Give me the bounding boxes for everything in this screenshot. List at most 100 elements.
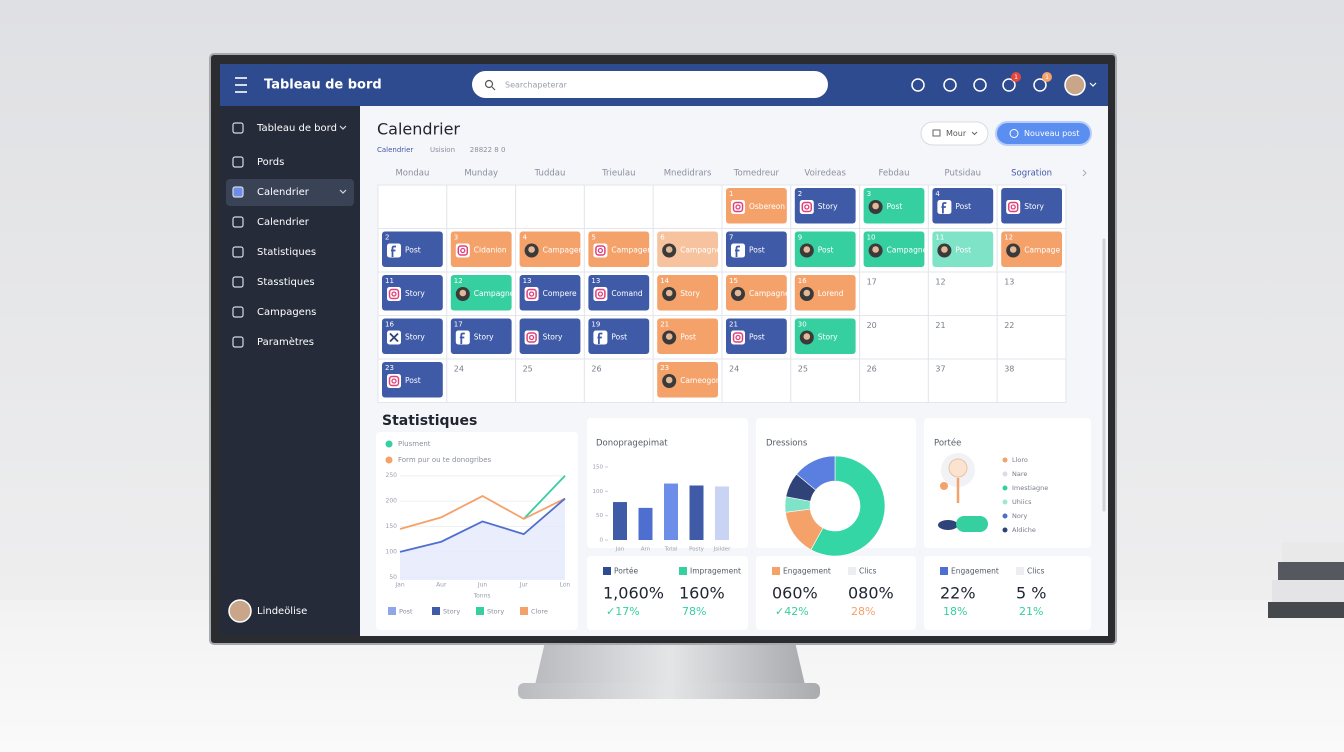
ig-glyph (391, 378, 397, 384)
new-post-button[interactable] (995, 121, 1092, 146)
event-card[interactable] (657, 318, 718, 355)
calendar-cell[interactable] (927, 358, 998, 403)
view-button[interactable] (920, 121, 989, 146)
event-card[interactable] (450, 275, 512, 311)
calendar-cell[interactable] (583, 184, 654, 229)
event-card[interactable] (382, 275, 443, 311)
event-card[interactable] (863, 188, 925, 224)
day-number: 17 (867, 278, 877, 287)
header-icon[interactable] (973, 78, 987, 92)
event-card[interactable] (794, 231, 856, 268)
book (1272, 580, 1344, 602)
event-card[interactable] (657, 231, 718, 268)
chevron (1082, 169, 1087, 177)
panel (587, 418, 748, 548)
search-box[interactable] (472, 71, 828, 98)
event-card[interactable] (519, 318, 581, 355)
event-card[interactable] (794, 188, 856, 224)
avatar-face (528, 246, 535, 253)
event-card[interactable] (794, 318, 856, 355)
nav-icon (232, 156, 244, 168)
calendar-cell[interactable] (446, 184, 517, 229)
calendar-cell[interactable] (652, 184, 723, 229)
event-day: 12 (454, 277, 463, 285)
calendar-cell[interactable] (996, 315, 1067, 360)
event-card[interactable] (1001, 231, 1062, 268)
calendar-cell[interactable] (583, 358, 654, 403)
y-tick-label: 200 (386, 498, 398, 505)
calendar-cell[interactable] (515, 184, 585, 229)
event-card[interactable] (932, 188, 994, 224)
calendar-cell[interactable] (377, 184, 448, 229)
event-card[interactable] (726, 318, 787, 355)
header-icon[interactable] (911, 78, 925, 92)
calendar-cell[interactable] (859, 358, 929, 403)
calendar-cell[interactable] (859, 315, 929, 360)
event-card[interactable] (726, 275, 787, 311)
avatar-face (941, 246, 948, 253)
calendar-cell[interactable] (721, 358, 792, 403)
calendar-cell[interactable] (927, 271, 998, 316)
nav-item[interactable]: Pords (257, 157, 284, 168)
legend-dot (385, 456, 393, 464)
day-number: 38 (1004, 365, 1014, 374)
nav-item[interactable]: Stasstiques (257, 277, 315, 288)
breadcrumb[interactable]: Usision (430, 146, 455, 154)
nav-item[interactable]: Campagens (257, 307, 316, 318)
nav-item[interactable]: Paramètres (257, 336, 314, 348)
illustration (948, 458, 968, 478)
day-number: 13 (1004, 278, 1014, 287)
breadcrumb[interactable]: Calendrier (377, 146, 413, 154)
calendar-cell[interactable] (996, 358, 1067, 403)
avatar[interactable] (1064, 74, 1086, 96)
fb-glyph (597, 332, 603, 344)
nav-item[interactable]: Tableau de bord (256, 123, 337, 134)
event-card[interactable] (932, 231, 994, 268)
page-title: Calendrier (377, 120, 460, 139)
nav-item[interactable]: Statistiques (257, 247, 316, 258)
event-card[interactable] (657, 362, 718, 398)
event-day: 6 (660, 234, 665, 242)
calendar-cell[interactable] (446, 358, 517, 403)
event-card[interactable] (794, 275, 856, 311)
ig-glyph (1010, 204, 1016, 210)
calendar-cell[interactable] (996, 271, 1067, 316)
metric-label: Engagement (951, 567, 999, 576)
event-card[interactable] (382, 231, 443, 268)
header-icon[interactable] (1002, 78, 1016, 92)
donut-segment (810, 455, 886, 557)
header-icon[interactable] (943, 78, 957, 92)
nav-icon (232, 216, 244, 228)
event-card[interactable] (863, 231, 925, 268)
event-card[interactable] (588, 231, 650, 268)
avatar-face (665, 333, 673, 340)
header-icon[interactable] (1033, 78, 1047, 92)
event-card[interactable] (657, 275, 718, 311)
event-card[interactable] (519, 231, 581, 268)
day-number: 26 (867, 365, 877, 374)
event-card[interactable] (450, 231, 512, 268)
calendar-cell[interactable] (790, 358, 861, 403)
event-card[interactable] (519, 275, 581, 311)
event-card[interactable] (726, 188, 787, 224)
event-card[interactable] (588, 275, 650, 311)
event-card[interactable] (382, 362, 443, 398)
event-card[interactable] (1001, 188, 1062, 224)
event-day: 11 (935, 234, 944, 242)
bar (664, 483, 678, 540)
event-day: 21 (660, 321, 669, 329)
event-label: Story (818, 202, 838, 211)
legend-label: Aldiche (1012, 526, 1036, 534)
nav-item[interactable]: Calendrier (257, 217, 310, 228)
day-number: 25 (798, 365, 808, 374)
event-card[interactable] (588, 318, 650, 355)
nav-item[interactable]: Calendrier (257, 187, 310, 198)
event-card[interactable] (726, 231, 787, 268)
x-tick-label: Total (664, 547, 678, 553)
legend-swatch (772, 567, 780, 575)
event-card[interactable] (382, 318, 443, 355)
event-card[interactable] (450, 318, 512, 355)
event-label: Post (405, 376, 421, 385)
calendar-cell[interactable] (859, 271, 929, 316)
breadcrumb[interactable]: 28822 8 0 (470, 146, 506, 154)
